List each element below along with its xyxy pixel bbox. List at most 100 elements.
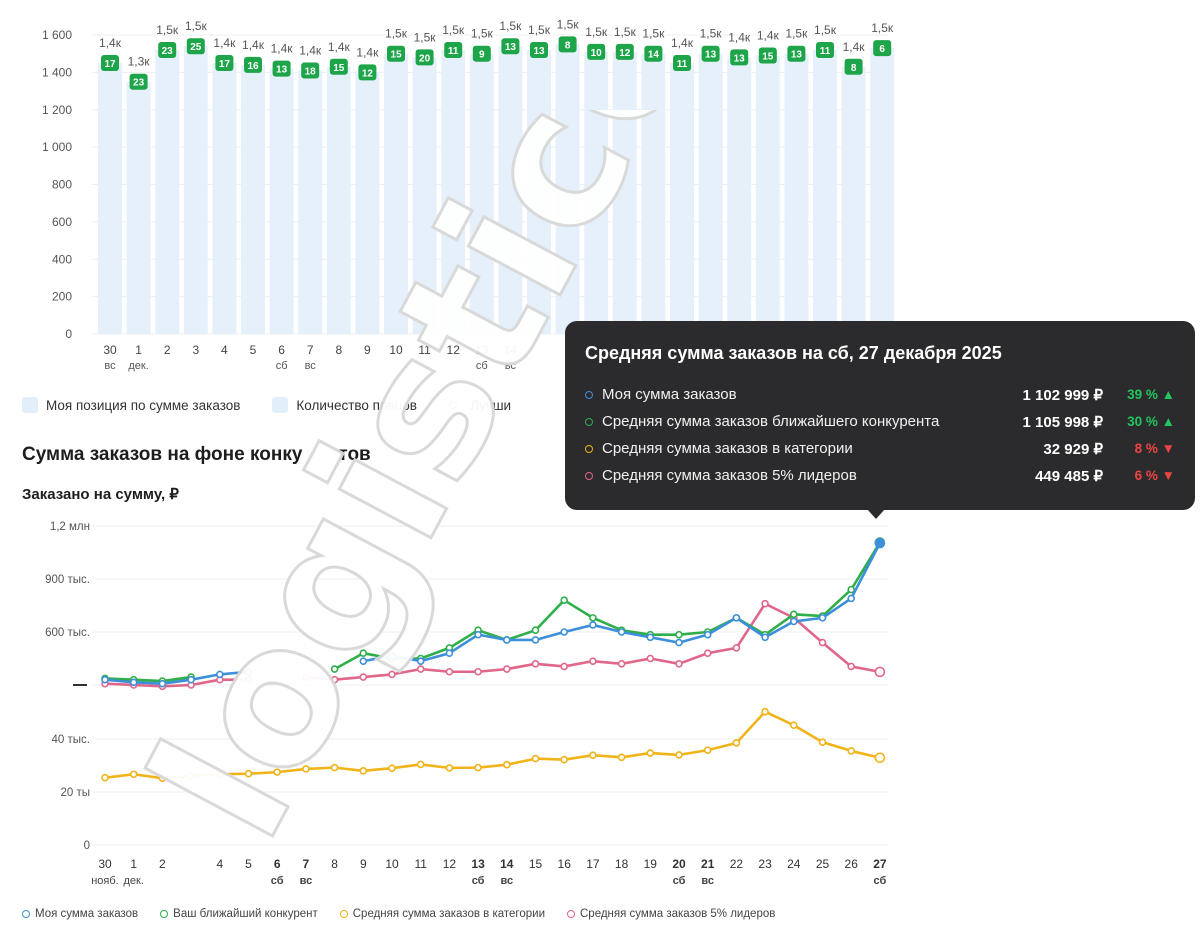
data-point	[445, 649, 454, 657]
position-badge-label: 9	[479, 50, 485, 61]
position-badge	[301, 62, 320, 79]
legend-best[interactable]: Лучши	[448, 397, 512, 413]
position-badge	[701, 45, 720, 62]
bottom-legend-item[interactable]: Средняя сумма заказов в категории	[339, 908, 545, 920]
data-point	[474, 667, 482, 676]
position-badge-label: 12	[362, 68, 374, 79]
data-point	[302, 673, 310, 681]
bar-value-label: 1,4к	[843, 40, 866, 54]
bar-value-label: 1,5к	[642, 27, 665, 41]
bottom-legend-item[interactable]: Моя сумма заказов	[22, 908, 138, 920]
legend-label: Средняя сумма заказов 5% лидеров	[580, 908, 776, 920]
data-point	[789, 721, 798, 730]
bar	[784, 53, 809, 334]
x-tick-label: 14	[500, 857, 514, 871]
data-point	[302, 765, 310, 773]
y-tick-label: 1 000	[42, 140, 72, 154]
data-point	[847, 747, 856, 755]
bar-value-label: 1,5к	[471, 27, 494, 41]
data-point	[617, 660, 626, 668]
position-badge-label: 14	[648, 50, 660, 61]
x-tick-label: 9	[360, 857, 367, 871]
data-point	[560, 596, 569, 604]
tooltip-rows: Моя сумма заказов 1 102 999 ₽ 39 % ▲ Средня…	[585, 381, 1175, 489]
my-sum-line	[101, 537, 886, 688]
legend-swatch	[272, 397, 289, 413]
x-tick-label: 12	[443, 857, 457, 871]
x-tick-sublabel: сб	[874, 875, 887, 887]
x-tick-sublabel: сб	[276, 360, 288, 372]
position-badge-label: 13	[734, 53, 746, 64]
bar-value-label: 1,5к	[585, 25, 608, 39]
position-badge-label: 11	[448, 46, 459, 57]
position-badge-label: 6	[879, 44, 885, 55]
tooltip-series-value: 1 102 999 ₽	[1022, 386, 1103, 404]
bar-value-label: 1,4к	[757, 29, 780, 43]
bottom-legend-item[interactable]: Ваш ближайший конкурент	[160, 908, 318, 920]
bar-value-label: 1,5к	[785, 27, 808, 41]
tooltip-row: Средняя сумма заказов ближайшего конкуре…	[585, 408, 1175, 435]
data-point	[158, 774, 167, 783]
position-badge	[844, 58, 863, 75]
data-point	[359, 766, 368, 775]
tooltip-series-value: 449 485 ₽	[1035, 467, 1103, 485]
position-badge-label: 15	[333, 63, 345, 74]
x-tick-label: 27	[873, 857, 887, 871]
data-point	[818, 614, 827, 622]
legend-best-marker	[448, 401, 457, 409]
bar	[355, 72, 380, 334]
bar-value-label: 1,5к	[414, 30, 437, 44]
position-badge-label: 13	[533, 46, 545, 57]
data-point	[531, 636, 540, 644]
competitor-line	[101, 537, 886, 685]
data-point	[847, 662, 856, 671]
data-point	[589, 657, 597, 665]
data-point	[761, 707, 769, 716]
tooltip-series-change: 30 % ▲	[1127, 414, 1175, 429]
tooltip-series-name: Средняя сумма заказов ближайшего конкуре…	[602, 413, 940, 430]
bottom-chart-lines	[101, 537, 886, 783]
data-point	[531, 626, 540, 635]
legend-sellers-count[interactable]: Количество пр вцов	[272, 397, 417, 413]
x-tick-sublabel: дек.	[128, 360, 148, 372]
x-tick-label: 1	[135, 343, 142, 357]
data-point	[589, 621, 597, 629]
data-point	[646, 654, 655, 663]
bar	[698, 53, 723, 334]
data-point	[675, 630, 683, 639]
position-badge-label: 13	[791, 50, 803, 61]
position-badge	[873, 40, 892, 57]
data-point	[818, 738, 827, 746]
data-point	[589, 751, 597, 759]
x-tick-sublabel: сб	[673, 875, 686, 887]
x-tick-label: 2	[159, 857, 166, 871]
legend-marker	[160, 910, 169, 918]
bar-value-label: 1,5к	[385, 27, 408, 41]
bar	[212, 63, 237, 334]
tooltip-series-name: Средняя сумма заказов в категории	[602, 440, 853, 457]
x-tick-label: 25	[816, 857, 830, 871]
data-point	[216, 770, 224, 779]
x-tick-label: 26	[845, 857, 859, 871]
legend-label: Средняя сумма заказов в категории	[352, 908, 545, 920]
position-badge-label: 10	[591, 48, 603, 59]
x-tick-sublabel: вс	[104, 360, 116, 372]
category-line	[101, 707, 886, 783]
tooltip-row: Средняя сумма заказов 5% лидеров 449 485 …	[585, 462, 1175, 489]
legend-swatch	[22, 397, 38, 413]
position-badge-label: 13	[276, 65, 288, 76]
legend-my-position[interactable]: Моя позиция по сумме заказов	[22, 397, 240, 413]
y-tick-label: 900 тыс.	[45, 574, 90, 586]
bar	[813, 49, 837, 334]
bar	[469, 53, 494, 334]
legend-best-label: Лучши	[469, 397, 512, 413]
tooltip-row: Моя сумма заказов 1 102 999 ₽ 39 % ▲	[585, 381, 1175, 408]
tooltip-series-change: 39 % ▲	[1127, 387, 1175, 402]
bottom-legend-item[interactable]: Средняя сумма заказов 5% лидеров	[567, 908, 775, 920]
x-tick-label: 30	[103, 343, 117, 357]
data-point	[703, 649, 712, 657]
position-badge	[730, 49, 749, 66]
bottom-legend: Моя сумма заказов Ваш ближайший конкурент…	[22, 908, 797, 920]
x-tick-label: 18	[615, 857, 629, 871]
bar-value-label: 1,5к	[814, 23, 837, 37]
